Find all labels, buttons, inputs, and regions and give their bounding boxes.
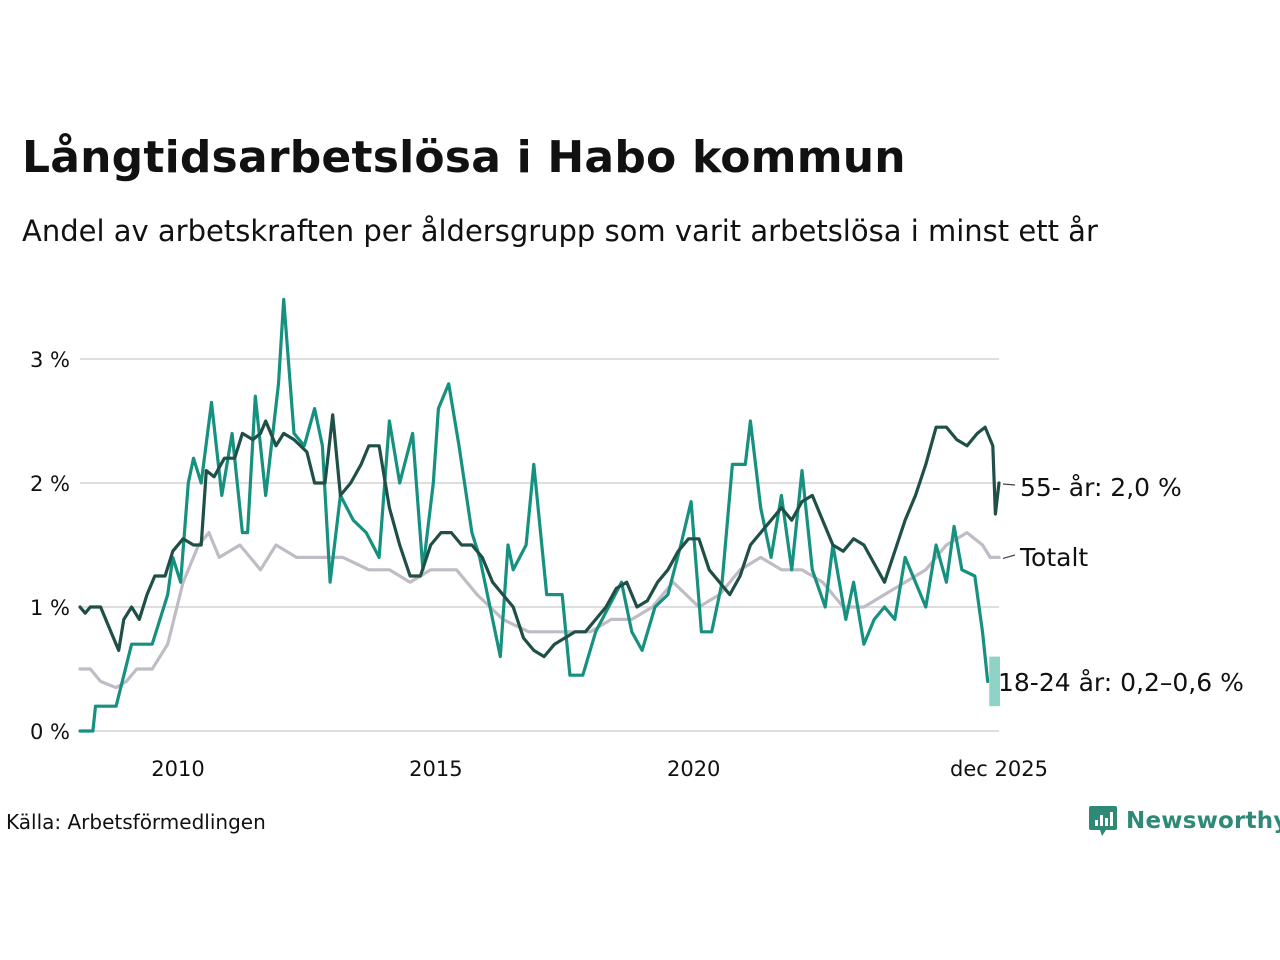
x-tick-label: dec 2025: [950, 757, 1048, 781]
brand-name: Newsworthy: [1126, 808, 1280, 834]
series-line-18-24: [78, 297, 990, 733]
x-tick-label: 2010: [151, 757, 204, 781]
y-tick-label: 0 %: [30, 720, 70, 744]
range-band-18-24: [989, 656, 1000, 707]
chart-title: Långtidsarbetslösa i Habo kommun: [22, 132, 906, 183]
end-label-18-24: 18-24 år: 0,2–0,6 %: [998, 668, 1244, 697]
x-tick-label: 2020: [667, 757, 720, 781]
label-leader: [1002, 483, 1016, 486]
end-label-55: 55- år: 2,0 %: [1020, 473, 1182, 502]
series-line-totalt: [78, 531, 1001, 690]
y-tick-label: 1 %: [30, 596, 70, 620]
y-tick-label: 2 %: [30, 472, 70, 496]
label-leader: [1002, 554, 1016, 559]
bar-chart-logo-icon: [1089, 806, 1117, 836]
end-label-totalt: Totalt: [1019, 543, 1088, 572]
y-tick-label: 3 %: [30, 348, 70, 372]
x-tick-label: 2015: [409, 757, 462, 781]
source-note: Källa: Arbetsförmedlingen: [6, 810, 266, 834]
chart-subtitle: Andel av arbetskraften per åldersgrupp s…: [22, 214, 1098, 248]
brand-logo[interactable]: Newsworthy: [1088, 804, 1280, 838]
series-line-55: [78, 413, 1001, 659]
